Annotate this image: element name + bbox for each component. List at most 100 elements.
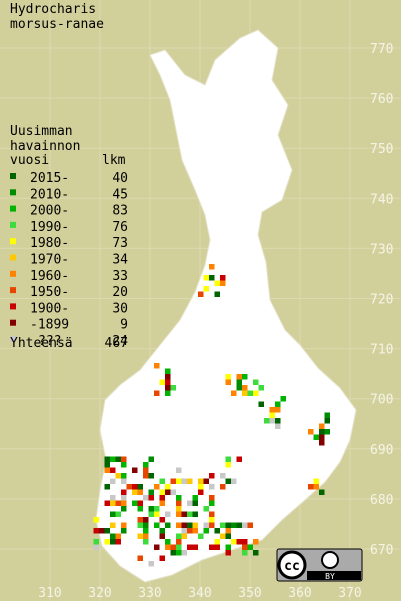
- observation: [231, 522, 237, 528]
- observation: [220, 275, 226, 281]
- observation: [319, 434, 325, 440]
- observation: [165, 385, 171, 391]
- observation: [225, 462, 231, 468]
- observation: [110, 539, 116, 545]
- observation: [209, 264, 215, 270]
- total: 467: [105, 336, 128, 351]
- grid-y-label: 770: [370, 42, 393, 57]
- observation: [280, 396, 286, 402]
- observation: [143, 533, 149, 539]
- observation: [209, 500, 215, 506]
- observation: [319, 489, 325, 495]
- observation: [143, 467, 149, 473]
- legend-count: 73: [112, 236, 128, 251]
- title-line: Hydrocharis: [10, 2, 96, 17]
- legend-count: 20: [112, 285, 128, 300]
- grid-x-label: 340: [188, 586, 211, 601]
- observation: [148, 489, 154, 495]
- cc-logo: cc: [284, 559, 300, 574]
- observation: [247, 544, 253, 550]
- observation: [137, 522, 143, 528]
- observation: [159, 533, 165, 539]
- observation: [148, 473, 154, 479]
- legend-label: -1899: [30, 318, 69, 333]
- legend-col: vuosi: [10, 153, 49, 168]
- observation: [187, 511, 193, 517]
- observation: [275, 418, 281, 424]
- observation: [154, 522, 160, 528]
- observation: [121, 473, 127, 479]
- observation: [308, 484, 314, 490]
- observation: [121, 500, 127, 506]
- grid-y-label: 740: [370, 192, 393, 207]
- finland-outline: [95, 29, 357, 583]
- observation: [137, 517, 143, 523]
- observation: [236, 522, 242, 528]
- legend-col: lkm: [102, 153, 126, 168]
- observation: [275, 401, 281, 407]
- observation: [110, 456, 116, 462]
- observation: [236, 374, 242, 380]
- legend-swatch: [10, 238, 16, 245]
- observation: [176, 539, 182, 545]
- observation: [121, 528, 127, 534]
- observation: [242, 539, 248, 545]
- observation: [209, 495, 215, 501]
- observation: [115, 511, 121, 517]
- observation: [192, 511, 198, 517]
- legend-swatch: [10, 287, 16, 294]
- observation: [181, 550, 187, 556]
- observation: [154, 390, 160, 396]
- observation: [187, 528, 193, 534]
- observation: [110, 522, 116, 528]
- observation: [275, 423, 281, 429]
- observation: [110, 500, 116, 506]
- observation: [275, 407, 281, 413]
- observation: [269, 407, 275, 413]
- observation: [214, 544, 220, 550]
- observation: [209, 522, 215, 528]
- legend-swatch: [10, 205, 16, 212]
- by-icon: [321, 551, 339, 569]
- grid-x-label: 330: [138, 586, 161, 601]
- observation: [258, 401, 264, 407]
- observation: [110, 467, 116, 473]
- legend-count: 24: [112, 334, 128, 349]
- observation: [159, 495, 165, 501]
- observation: [220, 533, 226, 539]
- observation: [93, 517, 99, 523]
- observation: [93, 528, 99, 534]
- observation: [242, 544, 248, 550]
- observation: [220, 280, 226, 286]
- observation: [137, 555, 143, 561]
- observation: [242, 390, 248, 396]
- legend-count: 9: [120, 318, 128, 333]
- legend-header: havainnon: [10, 139, 80, 154]
- observation: [93, 544, 99, 550]
- observation: [170, 544, 176, 550]
- legend-label: ???: [38, 334, 61, 349]
- observation: [154, 484, 160, 490]
- observation: [165, 511, 171, 517]
- observation: [203, 275, 209, 281]
- legend-count: 45: [112, 187, 128, 202]
- grid-y-label: 680: [370, 493, 393, 508]
- observation: [181, 478, 187, 484]
- observation: [143, 473, 149, 479]
- observation: [242, 550, 248, 556]
- observation: [137, 489, 143, 495]
- observation: [176, 511, 182, 517]
- legend-swatch: [10, 270, 16, 277]
- observation: [104, 456, 110, 462]
- observation: [313, 478, 319, 484]
- legend-count: 83: [112, 204, 128, 219]
- observation: [176, 495, 182, 501]
- grid-x-label: 360: [288, 586, 311, 601]
- observation: [313, 484, 319, 490]
- legend-label: 1960-: [30, 269, 69, 284]
- observation: [187, 478, 193, 484]
- observation: [159, 489, 165, 495]
- grid-y-label: 690: [370, 443, 393, 458]
- observation: [324, 418, 330, 424]
